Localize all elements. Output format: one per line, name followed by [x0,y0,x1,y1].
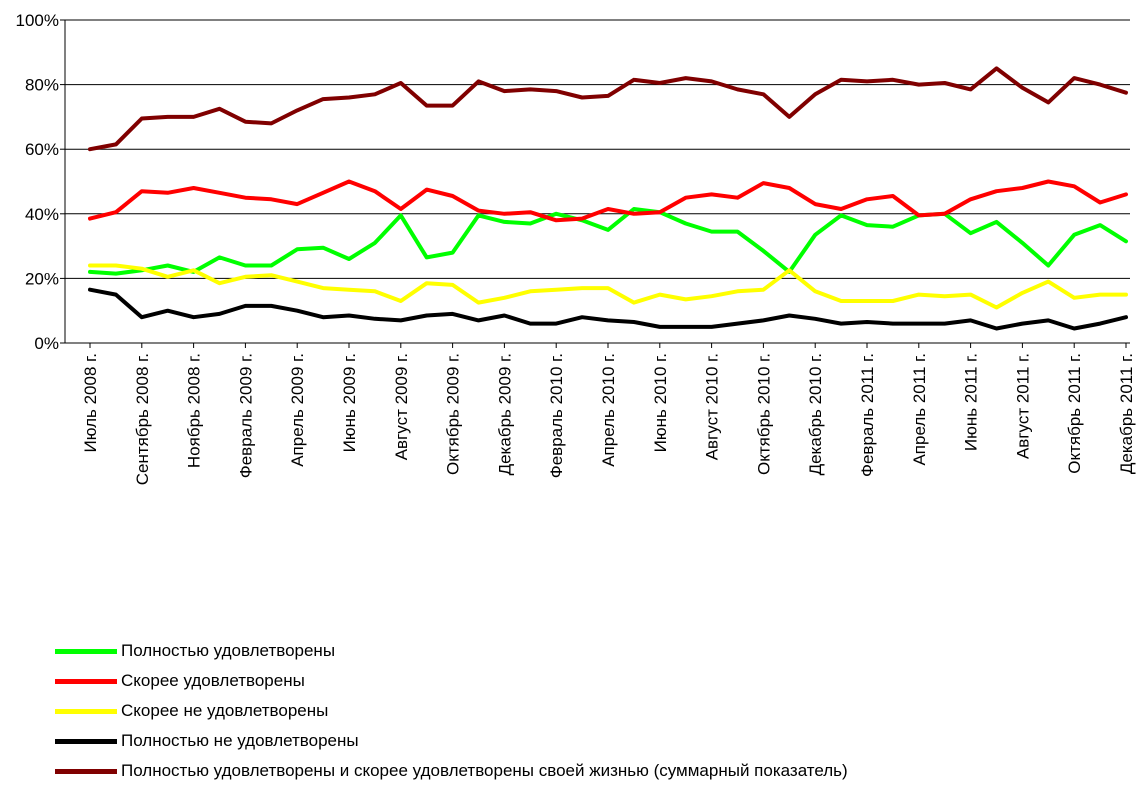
x-tick-label: Февраль 2009 г. [236,353,255,478]
x-tick-label: Октябрь 2010 г. [754,353,773,475]
legend-item-4: Полностью удовлетворены и скорее удовлет… [55,756,848,786]
x-tick-label: Август 2011 г. [1013,353,1032,459]
x-tick-label: Сентябрь 2008 г. [133,353,152,485]
x-tick-label: Февраль 2011 г. [858,353,877,477]
series-line-4 [88,66,1128,152]
legend-item-2: Скорее не удовлетворены [55,696,848,726]
legend-label-0: Полностью удовлетворены [121,641,336,660]
legend-label-1: Скорее удовлетворены [121,671,305,690]
x-tick-label: Декабрь 2010 г. [806,353,825,475]
series-line-1 [88,179,1128,223]
legend-item-0: Полностью удовлетворены [55,636,848,666]
series-line-3 [88,287,1128,331]
x-tick-label: Декабрь 2011 г. [1117,353,1136,474]
legend-label-3: Полностью не удовлетворены [121,731,359,750]
x-tick-label: Апрель 2011 г. [910,353,929,466]
legend-label-4: Полностью удовлетворены и скорее удовлет… [121,761,848,780]
y-axis-tick-labels: 0% 20% 40% 60% 80% 100% [16,11,59,353]
y-tick-label: 0% [34,334,59,353]
x-tick-label: Ноябрь 2008 г. [185,353,204,468]
series-line-2 [88,263,1128,310]
legend-label-2: Скорее не удовлетворены [121,701,329,720]
x-tick-label: Июнь 2009 г. [340,353,359,452]
line-chart: 0% 20% 40% 60% 80% 100% Июль 2008 г. Сентябрь … [16,11,1136,485]
legend-swatch-1 [55,678,117,684]
series-line-0 [88,207,1128,276]
x-tick-label: Июнь 2011 г. [962,353,981,451]
legend-swatch-3 [55,738,117,744]
legend-item-1: Скорее удовлетворены [55,666,848,696]
legend-swatch-0 [55,648,117,654]
y-tick-label: 100% [16,11,59,30]
axes [60,19,1130,348]
x-tick-label: Август 2010 г. [703,353,722,460]
x-tick-label: Октябрь 2009 г. [444,353,463,475]
x-tick-label: Август 2009 г. [392,353,411,460]
legend-item-3: Полностью не удовлетворены [55,726,848,756]
y-tick-label: 60% [25,140,59,159]
y-tick-label: 40% [25,205,59,224]
x-tick-label: Июнь 2010 г. [651,353,670,452]
x-tick-label: Апрель 2010 г. [599,353,618,467]
x-tick-label: Июль 2008 г. [81,353,100,453]
y-tick-label: 80% [25,76,59,95]
legend-swatch-2 [55,708,117,714]
y-tick-label: 20% [25,269,59,288]
x-tick-label: Декабрь 2009 г. [495,353,514,475]
legend: Полностью удовлетворены Скорее удовлетво… [55,636,848,786]
series-lines [88,66,1128,331]
x-tick-label: Февраль 2010 г. [547,353,566,478]
legend-swatch-4 [55,768,117,774]
gridlines [65,19,1130,279]
x-axis-tick-labels: Июль 2008 г. Сентябрь 2008 г. Ноябрь 2008 … [81,353,1136,485]
x-tick-label: Апрель 2009 г. [288,353,307,467]
x-tick-label: Октябрь 2011 г. [1065,353,1084,474]
